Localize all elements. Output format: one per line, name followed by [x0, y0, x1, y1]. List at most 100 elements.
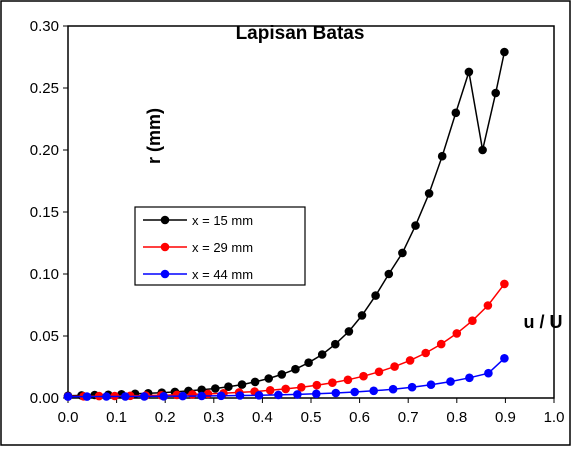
data-point	[331, 339, 340, 349]
data-point	[328, 378, 337, 388]
x-tick-label: 0.9	[495, 409, 516, 426]
x-tick-label: 0.0	[58, 409, 79, 426]
data-point	[398, 248, 407, 258]
data-point	[254, 391, 264, 400]
y-tick-label: 0.15	[30, 204, 59, 221]
data-point	[281, 384, 291, 394]
data-point	[465, 373, 474, 383]
data-point	[343, 375, 353, 385]
data-point	[331, 388, 341, 398]
data-point	[500, 279, 509, 289]
x-axis-ticks: 0.0 0.1 0.2 0.3 0.4 0.5 0.6 0.7 0.8 0.9 1.0	[58, 398, 565, 426]
data-point	[197, 385, 206, 395]
data-point	[211, 384, 220, 393]
data-point	[451, 108, 461, 118]
x-tick-label: 0.3	[203, 409, 224, 426]
y-tick-label: 0.00	[30, 390, 59, 407]
chart-title: Lapisan Batas	[236, 23, 365, 44]
data-point	[317, 350, 327, 359]
data-point	[500, 47, 509, 57]
data-point	[304, 358, 313, 368]
y-axis-ticks: 0.00 0.05 0.10 0.15 0.20 0.25 0.30	[30, 18, 68, 407]
data-point	[426, 380, 436, 390]
data-point	[491, 88, 501, 98]
data-point	[297, 383, 306, 392]
data-point	[446, 377, 455, 386]
data-point	[478, 145, 487, 155]
x-tick-label: 0.1	[106, 409, 127, 426]
x-tick-label: 0.4	[252, 409, 273, 426]
data-point	[237, 380, 247, 389]
data-point	[291, 364, 300, 374]
data-point	[197, 391, 206, 401]
data-point	[483, 301, 493, 310]
y-tick-label: 0.10	[30, 266, 59, 283]
data-point	[357, 311, 367, 320]
data-point	[250, 377, 260, 387]
y-tick-label: 0.05	[30, 328, 59, 345]
y-tick-label: 0.20	[30, 142, 59, 159]
x-tick-label: 0.5	[301, 409, 322, 426]
y-tick-label: 0.30	[30, 18, 59, 35]
data-point	[437, 151, 447, 161]
x-tick-label: 0.7	[398, 409, 419, 426]
data-point	[274, 390, 283, 400]
data-point	[121, 392, 130, 401]
data-point	[178, 391, 187, 401]
data-point	[216, 391, 226, 401]
legend-label: x = 15 mm	[192, 213, 253, 228]
data-point	[265, 386, 275, 395]
data-point	[188, 390, 197, 399]
data-point	[369, 386, 379, 396]
data-point	[371, 291, 380, 300]
data-point	[436, 339, 446, 349]
data-point	[235, 391, 245, 400]
series-layer	[63, 47, 509, 401]
data-point	[82, 392, 92, 401]
data-point	[468, 316, 477, 326]
data-point	[390, 362, 399, 371]
data-point	[312, 389, 321, 399]
data-point	[411, 221, 420, 230]
legend-marker	[160, 215, 170, 225]
data-point	[344, 327, 354, 336]
data-point	[224, 382, 233, 392]
data-point	[293, 390, 302, 399]
data-point	[159, 392, 168, 401]
data-point	[424, 189, 434, 198]
legend-marker	[160, 242, 170, 252]
x-axis-label: u / U	[524, 312, 563, 332]
data-point	[500, 354, 509, 363]
data-point	[421, 348, 431, 358]
x-tick-label: 0.6	[349, 409, 370, 426]
y-axis-label: r (mm)	[144, 108, 164, 164]
data-point	[407, 382, 417, 392]
series-3	[63, 354, 509, 401]
data-point	[384, 269, 394, 279]
data-point	[277, 370, 287, 379]
data-point	[388, 384, 398, 394]
data-point	[63, 392, 73, 401]
data-point	[374, 367, 384, 377]
legend-marker	[160, 269, 170, 279]
x-tick-label: 0.2	[155, 409, 176, 426]
legend-label: x = 44 mm	[192, 267, 253, 282]
data-point	[405, 356, 415, 365]
data-point	[359, 371, 368, 381]
data-point	[264, 374, 274, 383]
x-tick-label: 1.0	[544, 409, 565, 426]
data-point	[102, 392, 111, 401]
data-point	[484, 368, 493, 378]
data-point	[464, 67, 474, 77]
y-tick-label: 0.25	[30, 80, 59, 97]
x-tick-label: 0.8	[446, 409, 467, 426]
data-point	[452, 329, 462, 338]
data-point	[312, 380, 322, 390]
legend: x = 15 mm x = 29 mm x = 44 mm	[134, 206, 306, 286]
data-point	[350, 387, 360, 397]
legend-label: x = 29 mm	[192, 240, 253, 255]
legend-entries: x = 15 mm x = 29 mm x = 44 mm	[143, 213, 253, 282]
data-point	[140, 392, 149, 401]
